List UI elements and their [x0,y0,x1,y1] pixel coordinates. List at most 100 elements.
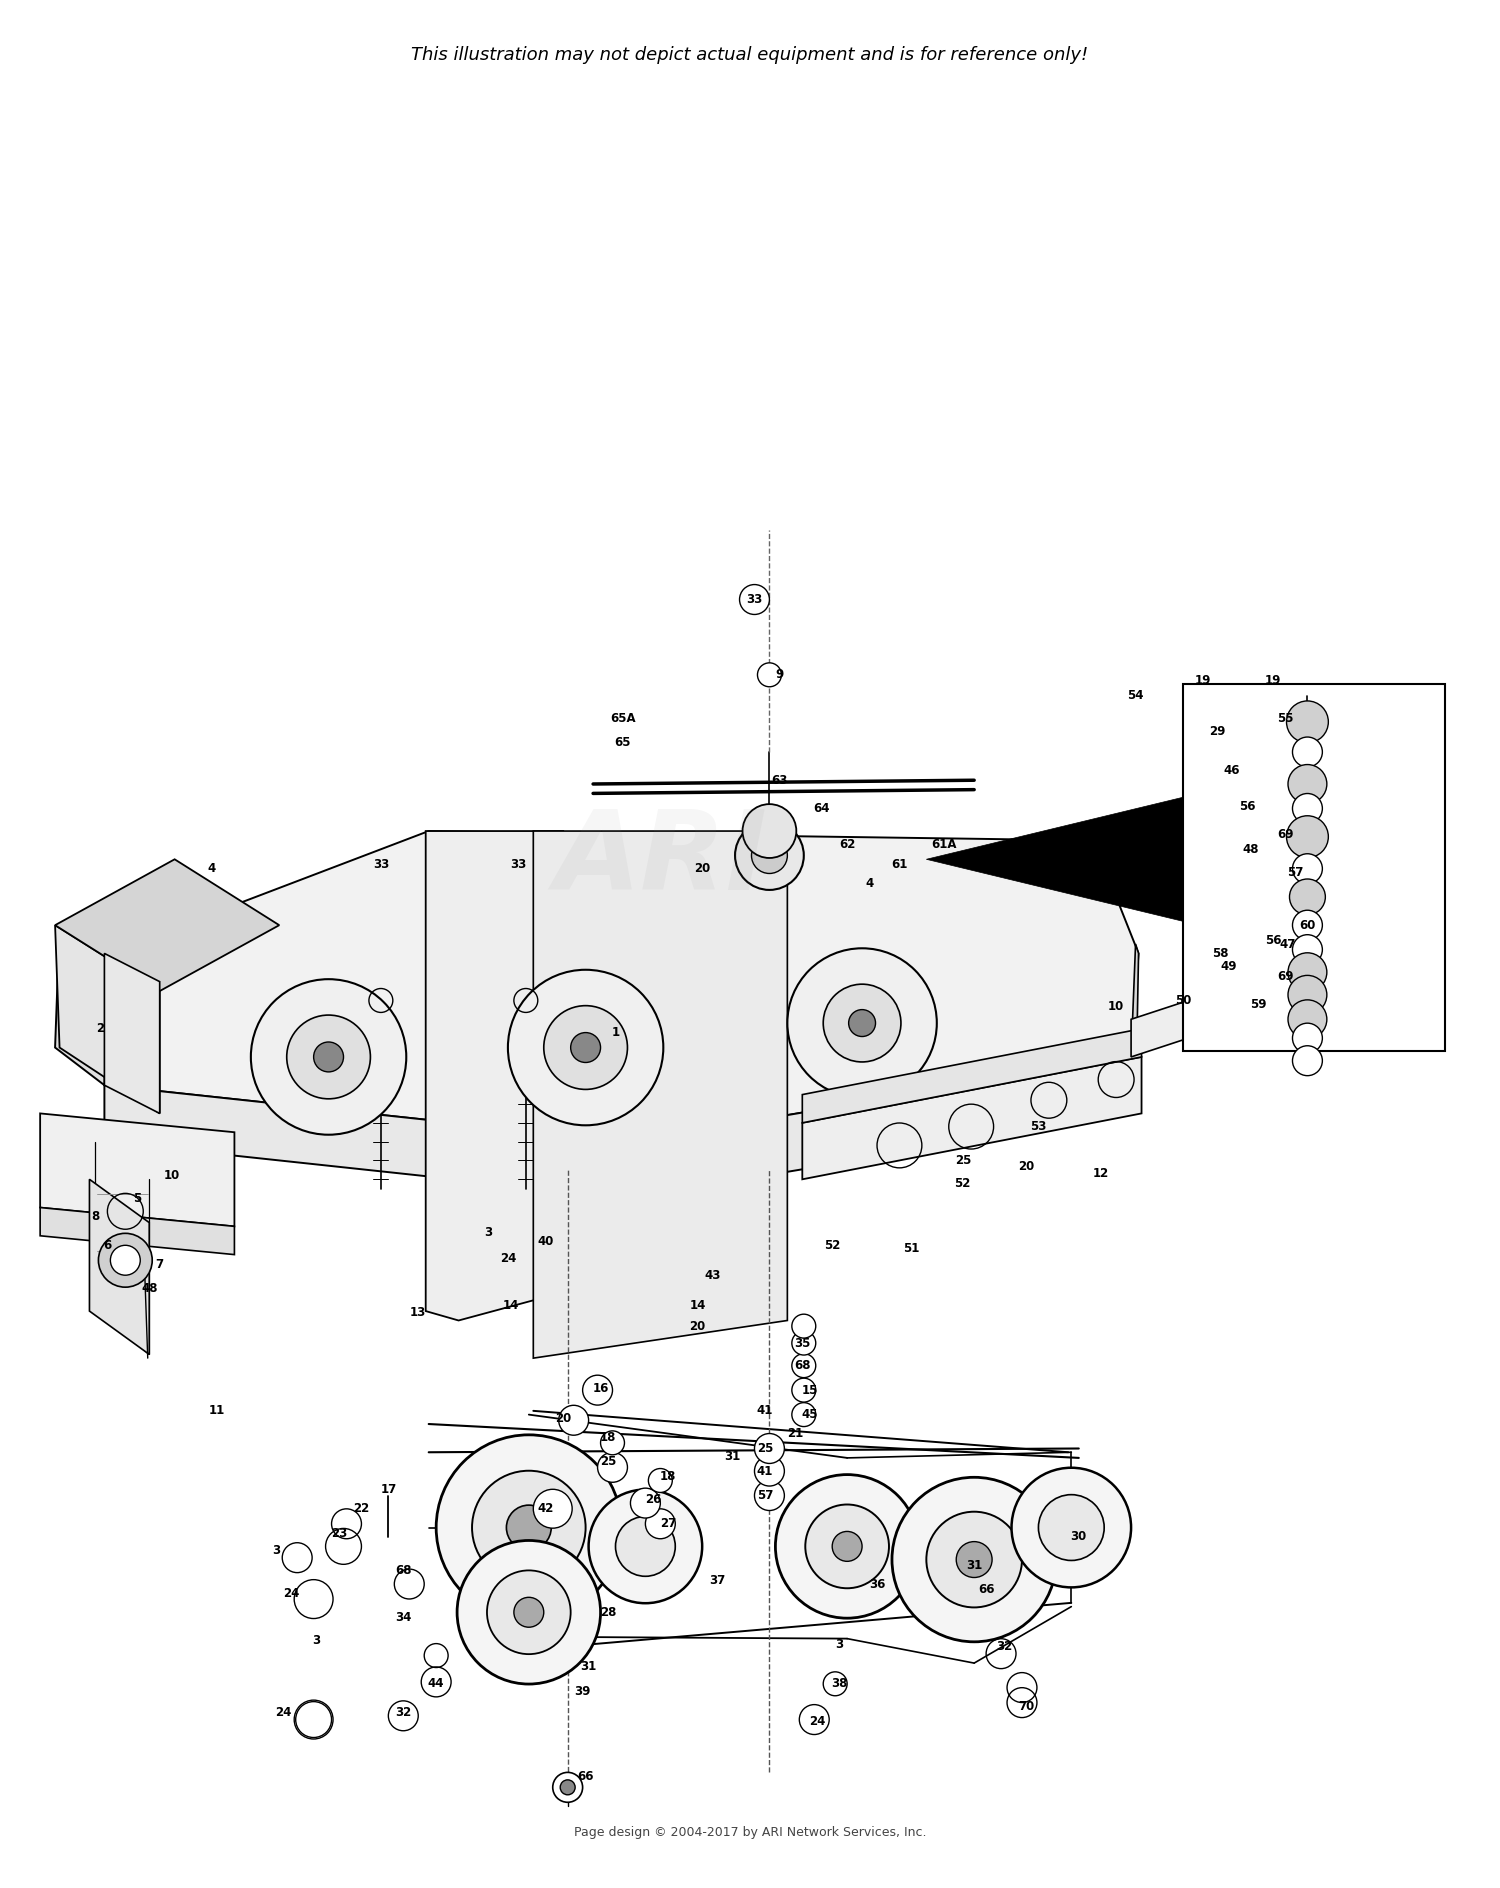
Text: 1: 1 [612,1025,620,1038]
Text: 15: 15 [801,1384,818,1397]
Text: 48: 48 [1242,844,1258,857]
Text: 9: 9 [776,668,784,682]
Text: 19: 19 [1264,674,1281,687]
Text: 2: 2 [96,1021,104,1035]
Text: 10: 10 [164,1169,180,1182]
Ellipse shape [588,1490,702,1603]
Text: 6: 6 [104,1239,111,1252]
Text: 12: 12 [1094,1167,1110,1180]
Ellipse shape [1007,1688,1036,1718]
Polygon shape [40,1114,234,1227]
Text: 25: 25 [956,1154,972,1167]
Text: 69: 69 [1276,829,1293,842]
Ellipse shape [1011,1467,1131,1588]
Ellipse shape [1288,765,1328,804]
Ellipse shape [806,1505,889,1588]
Ellipse shape [615,1516,675,1576]
Ellipse shape [1293,1046,1323,1076]
Polygon shape [90,1180,148,1354]
Text: 28: 28 [600,1607,616,1618]
Text: 56: 56 [1239,801,1256,814]
Text: 3: 3 [484,1225,492,1239]
Ellipse shape [251,980,406,1135]
Text: 57: 57 [1287,867,1304,880]
Text: 20: 20 [1019,1159,1035,1172]
Ellipse shape [824,1673,848,1695]
Text: 11: 11 [209,1405,225,1418]
Text: 29: 29 [1209,725,1225,738]
Text: 52: 52 [954,1176,970,1189]
Ellipse shape [1293,910,1323,940]
Text: 62: 62 [839,838,855,851]
Text: 18: 18 [600,1431,616,1444]
Ellipse shape [892,1476,1056,1643]
Text: 44: 44 [427,1677,444,1690]
Ellipse shape [792,1331,816,1356]
Text: 26: 26 [645,1493,662,1507]
Ellipse shape [99,1233,152,1288]
Ellipse shape [754,1433,784,1463]
Text: 43: 43 [705,1269,722,1282]
Polygon shape [802,1057,1142,1180]
Polygon shape [56,925,159,1114]
Ellipse shape [1038,1495,1104,1561]
Text: 34: 34 [394,1612,411,1624]
Ellipse shape [1288,953,1328,991]
Polygon shape [426,831,562,1320]
Text: Page design © 2004-2017 by ARI Network Services, Inc.: Page design © 2004-2017 by ARI Network S… [573,1826,926,1839]
Ellipse shape [507,1505,550,1550]
Text: 69: 69 [1276,970,1293,982]
Text: 32: 32 [996,1639,1012,1652]
Polygon shape [802,1029,1142,1123]
Text: 56: 56 [1264,935,1281,946]
Text: 65A: 65A [610,712,636,725]
Text: 40: 40 [537,1235,554,1248]
Ellipse shape [472,1471,585,1584]
Ellipse shape [544,1006,627,1089]
Text: 5: 5 [134,1191,141,1205]
Text: 51: 51 [903,1242,920,1256]
Polygon shape [927,797,1184,921]
Text: 32: 32 [394,1705,411,1718]
Ellipse shape [758,663,782,687]
Polygon shape [1131,963,1304,1057]
Ellipse shape [570,1033,600,1063]
Ellipse shape [314,1042,344,1072]
Text: 19: 19 [1194,674,1210,687]
Text: 24: 24 [500,1252,516,1265]
Text: 63: 63 [771,774,788,787]
Text: 24: 24 [808,1714,825,1728]
Ellipse shape [792,1314,816,1339]
Text: 31: 31 [966,1559,982,1571]
Text: 16: 16 [592,1382,609,1395]
Ellipse shape [824,984,902,1061]
Bar [1184,683,1444,1052]
Text: 33: 33 [510,859,526,872]
Polygon shape [56,925,108,1086]
Text: 20: 20 [694,863,711,876]
Text: 14: 14 [503,1299,519,1312]
Text: 20: 20 [555,1412,572,1425]
Text: 18: 18 [660,1471,676,1484]
Ellipse shape [597,1452,627,1482]
Ellipse shape [740,585,770,614]
Text: 66: 66 [578,1769,594,1782]
Ellipse shape [1287,816,1329,857]
Text: 65: 65 [615,736,632,750]
Text: 53: 53 [1030,1120,1047,1133]
Text: 41: 41 [758,1465,772,1478]
Text: 10: 10 [1108,999,1125,1012]
Polygon shape [40,1208,234,1256]
Ellipse shape [1293,935,1323,965]
Ellipse shape [792,1354,816,1378]
Ellipse shape [742,804,796,857]
Ellipse shape [514,1597,544,1627]
Ellipse shape [1293,793,1323,823]
Text: 54: 54 [1128,689,1144,702]
Text: 68: 68 [394,1565,411,1576]
Text: 37: 37 [710,1575,724,1586]
Polygon shape [105,831,1138,1142]
Ellipse shape [436,1435,621,1620]
Ellipse shape [752,838,788,874]
Ellipse shape [833,1531,862,1561]
